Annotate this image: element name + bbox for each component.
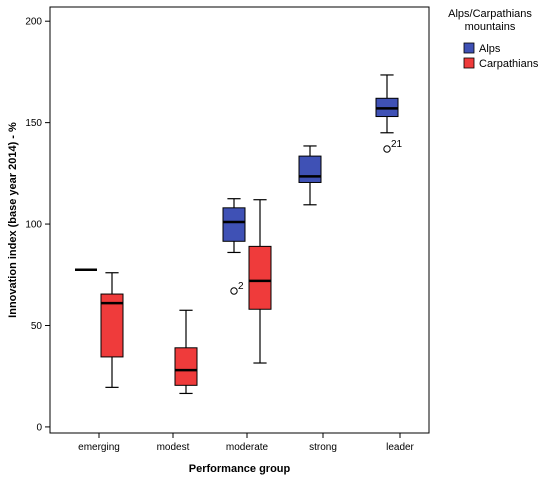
x-tick-label: emerging (78, 442, 120, 453)
box-carpathians-emerging (100, 272, 124, 388)
legend-swatch-carpathians (463, 57, 475, 69)
x-tick-label: moderate (226, 442, 269, 453)
box-iqr (248, 245, 272, 310)
x-axis-title: Performance group (189, 463, 291, 475)
outlier-point (230, 287, 238, 295)
box-alps-moderate: 2 (222, 198, 246, 295)
legend-swatch-alps (463, 42, 475, 54)
box-carpathians-modest (174, 309, 198, 395)
y-axis-title: Innovation index (base year 2014) - % (7, 122, 19, 318)
outlier-label: 2 (238, 281, 244, 292)
box-alps-leader: 21 (375, 74, 403, 153)
box-iqr (100, 293, 124, 358)
y-tick-label: 50 (31, 321, 43, 332)
y-tick-label: 150 (25, 118, 42, 129)
plot-layer: 0 50 100 150 200 emerging modest moderate strong… (25, 6, 430, 453)
legend-title-line: mountains (465, 21, 516, 33)
legend-title-line: Alps/Carpathians (448, 8, 532, 20)
plot-frame (49, 6, 430, 434)
x-tick-label: leader (386, 442, 414, 453)
outlier-label: 21 (391, 139, 403, 150)
box-alps-strong (298, 145, 322, 206)
y-tick-label: 0 (36, 422, 42, 433)
box-iqr (222, 207, 246, 242)
outlier-point (383, 145, 391, 153)
y-tick-label: 100 (25, 220, 42, 231)
box-carpathians-moderate (248, 199, 272, 364)
x-tick-label: modest (157, 442, 190, 453)
legend-label-alps: Alps (479, 43, 501, 55)
y-tick-label: 200 (25, 17, 42, 28)
legend-label-carpathians: Carpathians (479, 58, 539, 70)
box-iqr (174, 347, 198, 386)
x-tick-label: strong (309, 442, 337, 453)
box-iqr (298, 155, 322, 183)
